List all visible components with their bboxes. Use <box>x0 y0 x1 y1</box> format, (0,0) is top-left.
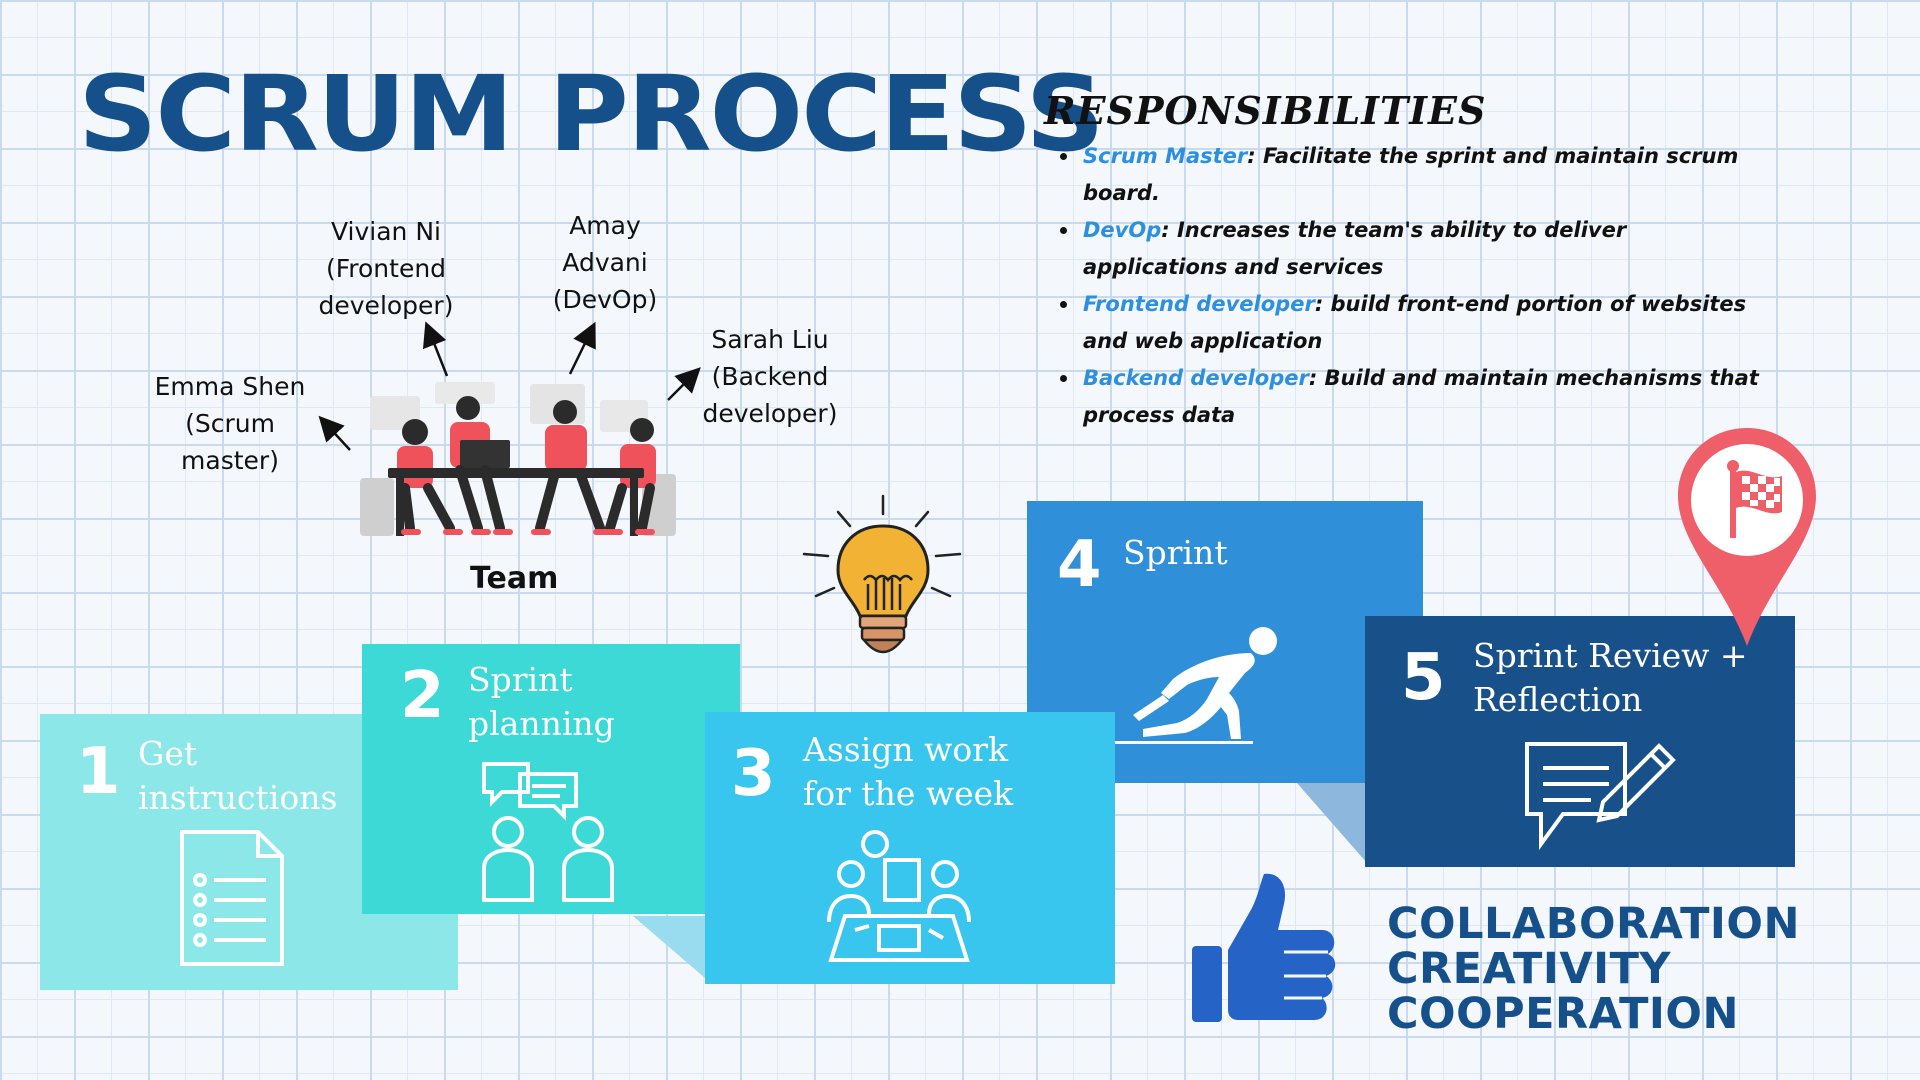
member-vivian-label: Vivian Ni (Frontend developer) <box>318 217 454 320</box>
member-amay-label: Amay Advani (DevOp) <box>552 211 658 314</box>
lightbulb-icon <box>802 494 962 654</box>
arrow-amay <box>568 321 596 375</box>
value-collaboration: COLLABORATION <box>1387 899 1800 949</box>
responsibility-item: Scrum Master: Facilitate the sprint and … <box>1060 138 1760 212</box>
role-name: DevOp <box>1083 218 1162 242</box>
step-2-card: 2 Sprint planning <box>362 644 740 914</box>
location-pin-icon <box>1678 428 1816 646</box>
page-title: SCRUM PROCESS <box>78 53 1105 175</box>
role-description: : Increases the team's ability to delive… <box>1083 218 1627 279</box>
thumbs-up-icon <box>1192 873 1336 1022</box>
feedback-pencil-icon <box>1525 742 1676 851</box>
step-5-number: 5 <box>1401 641 1446 715</box>
sprinter-icon <box>1103 627 1277 744</box>
responsibilities-heading: RESPONSIBILITIES <box>1044 88 1487 133</box>
step-4-fold <box>1297 783 1367 863</box>
value-creativity: CREATIVITY <box>1387 944 1672 994</box>
team-label: Team <box>470 561 559 596</box>
step-2-fold <box>633 916 705 978</box>
role-name: Frontend developer <box>1083 292 1315 316</box>
step-3-number: 3 <box>731 737 776 811</box>
step-4-card: 4 Sprint <box>1027 501 1423 863</box>
value-cooperation: COOPERATION <box>1387 989 1739 1039</box>
discussion-icon <box>482 762 614 902</box>
responsibility-item: Frontend developer: build front-end port… <box>1060 286 1760 360</box>
step-3-label: Assign work for the week <box>803 730 1014 813</box>
step-3-card: 3 Assign work for the week <box>633 712 1115 984</box>
step-2-number: 2 <box>400 659 445 733</box>
role-name: Backend developer <box>1083 366 1309 390</box>
arrow-sarah <box>667 367 701 401</box>
step-1-number: 1 <box>76 735 121 809</box>
responsibilities-list: Scrum Master: Facilitate the sprint and … <box>1060 138 1760 434</box>
step-4-number: 4 <box>1057 528 1102 602</box>
document-list-icon <box>180 830 284 966</box>
step-5-label: Sprint Review + Reflection <box>1473 636 1748 719</box>
team-illustration <box>360 382 676 536</box>
member-sarah-label: Sarah Liu (Backend developer) <box>702 325 838 428</box>
role-name: Scrum Master <box>1083 144 1248 168</box>
meeting-table-icon <box>827 830 971 962</box>
member-emma-label: Emma Shen (Scrum master) <box>154 372 306 475</box>
role-description: : build front-end portion of websites an… <box>1083 292 1747 353</box>
core-values: COLLABORATION CREATIVITY COOPERATION <box>1387 902 1800 1037</box>
step-2-label: Sprint planning <box>468 660 615 743</box>
step-1-label: Get instructions <box>138 734 338 817</box>
responsibility-item: Backend developer: Build and maintain me… <box>1060 360 1760 434</box>
step-4-label: Sprint <box>1123 533 1228 572</box>
step-5-card: 5 Sprint Review + Reflection <box>1365 616 1795 867</box>
checkered-flag-icon <box>1727 460 1782 538</box>
role-description: : Build and maintain mechanisms that pro… <box>1083 366 1759 427</box>
responsibility-item: DevOp: Increases the team's ability to d… <box>1060 212 1760 286</box>
arrow-vivian <box>422 321 449 377</box>
arrow-emma <box>318 415 351 451</box>
role-description: : Facilitate the sprint and maintain scr… <box>1083 144 1739 205</box>
